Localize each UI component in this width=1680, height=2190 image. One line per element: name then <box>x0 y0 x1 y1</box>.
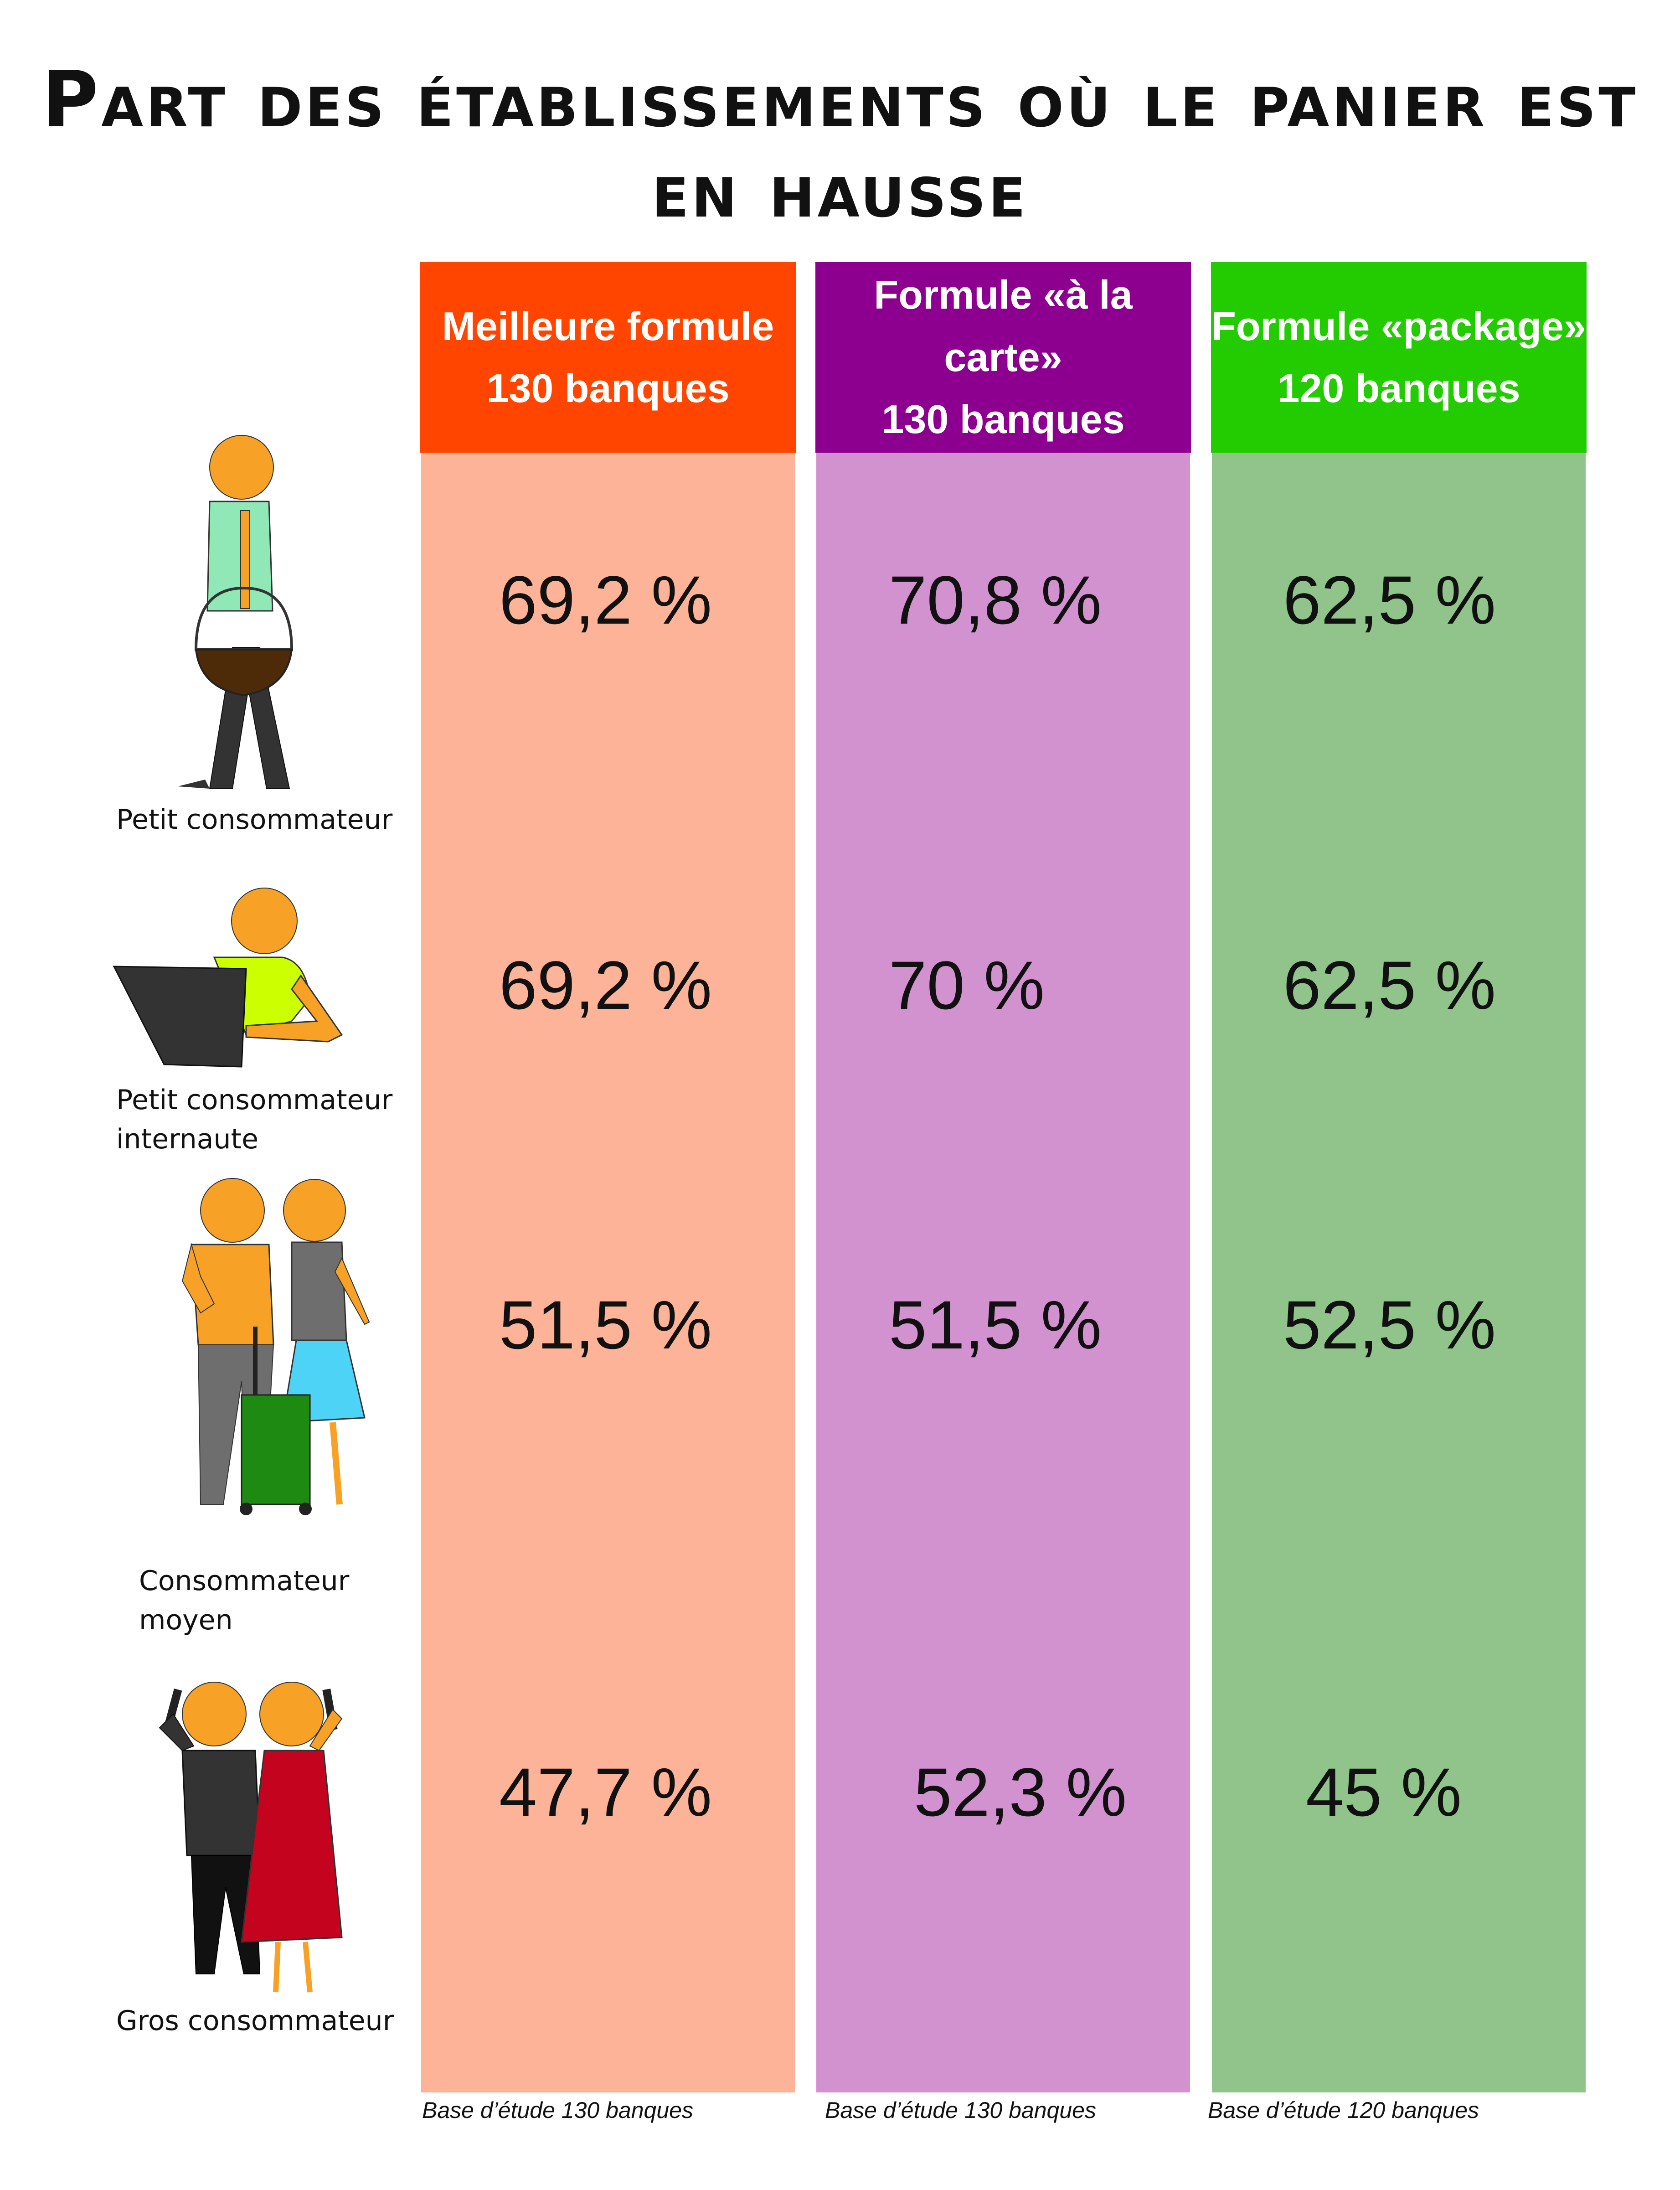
column-header-title: Formule «package» <box>1211 303 1586 349</box>
row-label-line: Gros consommateur <box>116 2005 394 2037</box>
row-label-line: Petit consommateur <box>116 804 393 836</box>
row-label: Gros consommateur <box>116 2001 394 2040</box>
row-label: Petit consommateur internaute <box>116 1080 392 1159</box>
base-note: Base d’étude 120 banques <box>1208 2097 1479 2123</box>
row-label-line: Consommateur <box>139 1565 350 1597</box>
row-label-line: moyen <box>139 1604 233 1636</box>
couple-on-phones-icon <box>159 1682 343 1993</box>
value-cell: 51,5 % <box>499 1286 712 1363</box>
value-cell: 51,5 % <box>889 1286 1102 1363</box>
column-header-subtitle: 130 banques <box>486 366 730 411</box>
person-at-laptop-icon <box>113 888 343 1068</box>
base-note: Base d’étude 130 banques <box>825 2097 1096 2123</box>
value-cell: 47,7 % <box>499 1754 712 1830</box>
column-body-meilleure-formule <box>421 451 795 2092</box>
row-label-line: internaute <box>116 1123 259 1155</box>
value-cell: 70 % <box>889 947 1045 1023</box>
value-cell: 70,8 % <box>889 562 1102 638</box>
value-cell: 52,5 % <box>1283 1286 1496 1363</box>
row-label: Consommateur moyen <box>139 1561 349 1640</box>
row-label-line: Petit consommateur <box>116 1084 393 1116</box>
column-header-title: Meilleure formule <box>442 303 774 349</box>
value-cell: 62,5 % <box>1283 947 1496 1023</box>
couple-with-shopping-cart-icon <box>181 1178 370 1515</box>
column-body-a-la-carte <box>816 451 1190 2092</box>
value-cell: 45 % <box>1306 1754 1462 1830</box>
column-header-package: Formule «package» 120 banques <box>1211 262 1587 453</box>
base-note: Base d’étude 130 banques <box>422 2097 693 2123</box>
value-cell: 52,3 % <box>914 1754 1127 1830</box>
row-label: Petit consommateur <box>116 800 392 839</box>
column-header-subtitle: 120 banques <box>1277 366 1520 411</box>
column-header-a-la-carte: Formule «à la carte» 130 banques <box>815 262 1191 453</box>
column-header-title: Formule «à la carte» <box>874 272 1133 380</box>
column-header-meilleure-formule: Meilleure formule 130 banques <box>420 262 796 453</box>
column-body-package <box>1212 451 1586 2092</box>
value-cell: 69,2 % <box>499 947 712 1023</box>
value-cell: 69,2 % <box>499 562 712 638</box>
column-header-subtitle: 130 banques <box>881 397 1125 442</box>
value-cell: 62,5 % <box>1283 562 1496 638</box>
shopper-with-basket-icon <box>178 435 294 789</box>
page-title: Part des établissements où le panier est… <box>41 55 1639 235</box>
